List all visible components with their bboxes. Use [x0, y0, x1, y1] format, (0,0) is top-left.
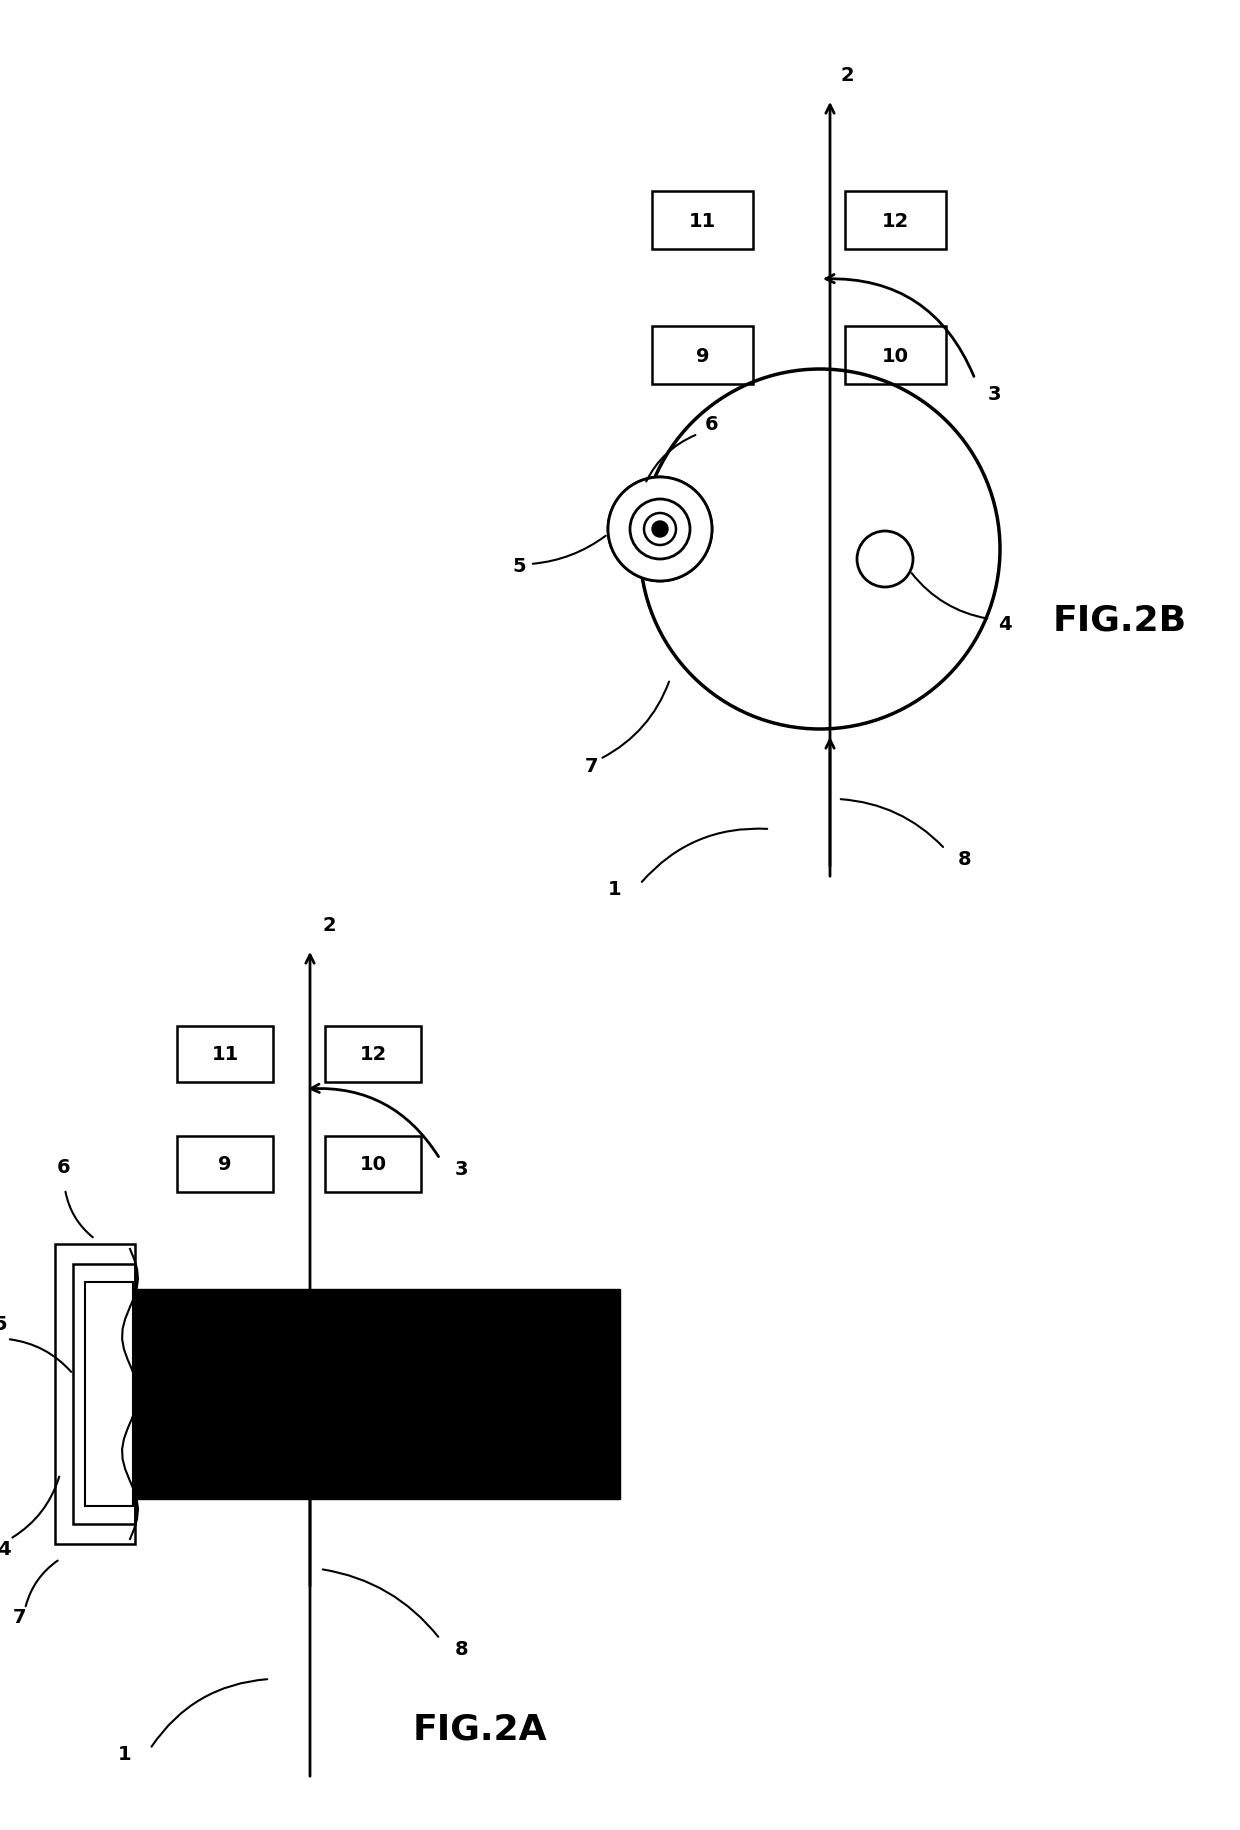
Text: 2: 2 [322, 915, 336, 935]
Text: 10: 10 [882, 346, 909, 366]
Text: 9: 9 [696, 346, 709, 366]
Text: 1: 1 [608, 880, 621, 899]
Circle shape [652, 522, 668, 538]
Text: 11: 11 [689, 212, 717, 231]
Text: 6: 6 [706, 415, 719, 434]
Text: 11: 11 [211, 1045, 238, 1063]
Text: 5: 5 [512, 556, 526, 576]
Bar [86, 1283, 133, 1506]
Text: 4: 4 [0, 1539, 11, 1557]
Text: 9: 9 [218, 1155, 232, 1173]
Bar [130, 1290, 620, 1499]
Text: 12: 12 [360, 1045, 387, 1063]
Bar [74, 1265, 133, 1523]
Text: 12: 12 [882, 212, 909, 231]
Text: 5: 5 [0, 1314, 6, 1334]
Text: 3: 3 [455, 1160, 469, 1179]
Text: 8: 8 [959, 849, 972, 869]
Bar [73, 1265, 135, 1524]
Circle shape [609, 479, 711, 580]
Text: 2: 2 [839, 66, 853, 84]
Text: 3: 3 [988, 384, 1002, 404]
Text: 7: 7 [585, 756, 599, 776]
Text: 4: 4 [998, 615, 1012, 633]
Text: 1: 1 [118, 1744, 131, 1762]
Text: 8: 8 [455, 1640, 469, 1658]
Text: 6: 6 [57, 1157, 71, 1177]
Text: FIG.2B: FIG.2B [1053, 602, 1187, 637]
Text: 7: 7 [12, 1607, 26, 1627]
Text: 10: 10 [360, 1155, 387, 1173]
Bar [55, 1244, 135, 1545]
Text: FIG.2A: FIG.2A [413, 1713, 547, 1746]
